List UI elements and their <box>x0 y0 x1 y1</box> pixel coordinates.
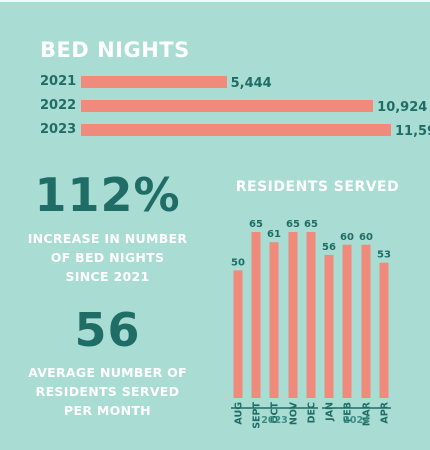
average-caption: AVERAGE NUMBER OF RESIDENTS SERVED PER M… <box>20 363 195 420</box>
residents-month-label: NOV <box>289 401 300 425</box>
average-caption-line-2: RESIDENTS SERVED <box>35 384 180 399</box>
bed-nights-year-label: 2022 <box>40 98 77 113</box>
residents-month-label: SEPT <box>252 401 263 428</box>
residents-month-label: MAR <box>362 401 373 426</box>
bed-nights-year-label: 2023 <box>40 122 77 137</box>
increase-caption: INCREASE IN NUMBER OF BED NIGHTS SINCE 2… <box>20 229 195 286</box>
residents-value-label: 56 <box>322 242 336 253</box>
bed-nights-bar <box>81 124 391 136</box>
increase-caption-line-1: INCREASE IN NUMBER <box>27 231 188 246</box>
residents-value-label: 53 <box>377 250 391 261</box>
average-residents-value: 56 <box>74 303 141 357</box>
year-group-label: 2023 <box>261 415 287 426</box>
residents-month-label: OCT <box>270 401 281 423</box>
bed-nights-title: BED NIGHTS <box>40 38 190 62</box>
increase-caption-line-3: SINCE 2021 <box>65 269 150 284</box>
increase-percent-value: 112% <box>34 168 181 222</box>
residents-month-label: FEB <box>343 402 354 422</box>
year-group-label: 2024 <box>343 415 370 426</box>
residents-value-label: 65 <box>304 219 318 230</box>
residents-served-title: RESIDENTS SERVED <box>235 179 400 195</box>
bed-nights-bar <box>81 100 374 112</box>
bed-nights-value-label: 11,591 <box>395 124 430 139</box>
residents-value-label: 60 <box>359 232 373 243</box>
residents-value-label: 65 <box>286 219 300 230</box>
residents-bar <box>269 242 279 398</box>
residents-bar <box>288 232 298 398</box>
top-border-line <box>0 0 430 2</box>
residents-value-label: 61 <box>267 229 281 240</box>
residents-month-label: AUG <box>234 402 245 425</box>
bed-nights-value-label: 10,924 <box>377 100 428 115</box>
bed-nights-bar <box>81 76 227 88</box>
residents-bar <box>306 232 316 398</box>
residents-bar <box>342 244 352 398</box>
increase-caption-line-2: OF BED NIGHTS <box>50 250 165 265</box>
residents-value-label: 60 <box>340 232 354 243</box>
residents-bar <box>324 254 334 398</box>
residents-month-label: APR <box>380 401 391 423</box>
bed-nights-year-label: 2021 <box>40 74 77 89</box>
residents-bar <box>379 262 389 398</box>
residents-month-label: DEC <box>307 402 318 423</box>
average-caption-line-3: PER MONTH <box>64 403 151 418</box>
residents-value-label: 50 <box>231 257 245 268</box>
residents-bar <box>251 232 261 398</box>
average-caption-line-1: AVERAGE NUMBER OF <box>28 365 187 380</box>
residents-month-label: JAN <box>325 402 336 422</box>
residents-value-label: 65 <box>249 219 263 230</box>
residents-bar <box>361 244 371 398</box>
bed-nights-value-label: 5,444 <box>230 76 272 91</box>
residents-bar <box>233 270 243 398</box>
